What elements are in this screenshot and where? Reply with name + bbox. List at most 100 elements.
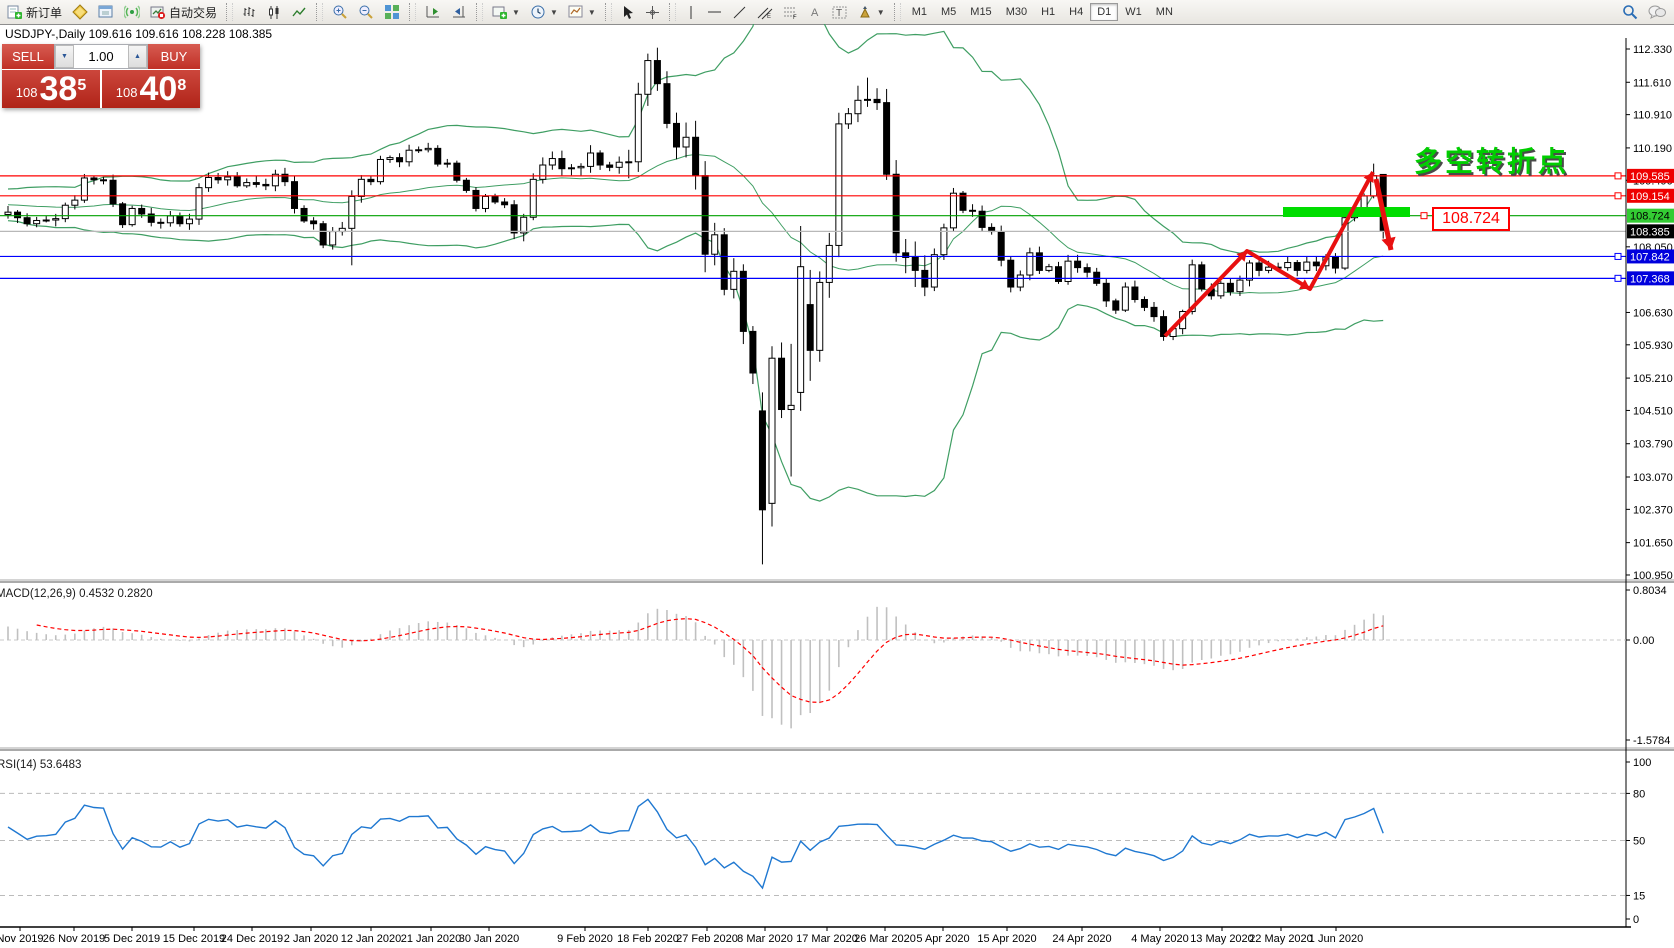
candlestick-icon: [269, 5, 279, 19]
fibonacci-button[interactable]: F: [778, 2, 804, 23]
date-label[interactable]: 15 Dec 2019: [163, 933, 225, 945]
date-label[interactable]: 26 Nov 2019: [43, 933, 105, 945]
date-label[interactable]: 8 Mar 2020: [737, 933, 793, 945]
candle-body: [482, 195, 489, 209]
timeframe-MN[interactable]: MN: [1155, 6, 1173, 18]
new-order-button[interactable]: 新订单: [2, 1, 67, 24]
buy-price-display[interactable]: 108 40 8: [102, 70, 200, 108]
data-window-button[interactable]: [93, 1, 119, 23]
arrow-head[interactable]: [1363, 172, 1374, 183]
trendline-button[interactable]: [727, 2, 752, 23]
market-watch-button[interactable]: [67, 1, 93, 23]
level-price-label[interactable]: 108.724: [1432, 207, 1510, 231]
date-label[interactable]: 15 Apr 2020: [977, 933, 1036, 945]
autoscroll-icon: [426, 6, 440, 18]
autotrading-button[interactable]: 自动交易: [145, 1, 222, 24]
horizontal-line-button[interactable]: [702, 3, 727, 21]
timeframe-D1[interactable]: D1: [1090, 3, 1119, 21]
price-badge-label: 108.385: [1630, 226, 1670, 238]
date-label[interactable]: 30 Jan 2020: [459, 933, 520, 945]
price-badge[interactable]: [1627, 168, 1674, 183]
date-label[interactable]: 2 Jan 2020: [284, 933, 338, 945]
bollinger-upper-band: [7, 24, 1384, 254]
trend-zigzag[interactable]: [1163, 171, 1375, 338]
date-label[interactable]: 12 Jan 2020: [341, 933, 402, 945]
date-label[interactable]: 21 Jan 2020: [401, 933, 462, 945]
toolbar-separator: [604, 3, 612, 21]
price-badge[interactable]: [1627, 188, 1674, 203]
arrow-head[interactable]: [1236, 251, 1247, 262]
date-label[interactable]: 9 Feb 2020: [557, 933, 613, 945]
projection-arrow[interactable]: [1373, 178, 1394, 251]
date-label[interactable]: 24 Dec 2019: [221, 933, 283, 945]
date-label[interactable]: 5 Dec 2019: [104, 933, 160, 945]
crosshair-button[interactable]: [640, 2, 665, 23]
chart-canvas[interactable]: 112.330111.610110.910110.190109.490108.0…: [0, 24, 1674, 948]
date-label[interactable]: 22 May 2020: [1249, 933, 1313, 945]
date-label[interactable]: 27 Feb 2020: [676, 933, 738, 945]
bar-chart-button[interactable]: [237, 2, 262, 23]
date-label[interactable]: 26 Mar 2020: [854, 933, 916, 945]
chat-icon[interactable]: [1648, 4, 1666, 20]
channel-button[interactable]: E: [752, 2, 778, 23]
chart-shift-button[interactable]: [446, 1, 472, 23]
timeframe-H1[interactable]: H1: [1041, 6, 1056, 18]
price-tick-label: 106.630: [1633, 307, 1673, 319]
candle-body: [1131, 286, 1139, 301]
zoom-in-button[interactable]: [327, 1, 353, 23]
sell-price-display[interactable]: 108 38 5: [2, 70, 100, 108]
price-badge[interactable]: [1627, 208, 1674, 223]
timeframe-M15[interactable]: M15: [970, 6, 992, 18]
cursor-button[interactable]: [616, 2, 640, 23]
date-label[interactable]: 1 Jun 2020: [1309, 933, 1363, 945]
autoscroll-button[interactable]: [420, 1, 446, 23]
date-label[interactable]: 24 Apr 2020: [1052, 933, 1111, 945]
search-icon[interactable]: [1622, 4, 1638, 20]
candle-body: [157, 221, 165, 224]
candle-body: [205, 176, 213, 189]
candlestick-button[interactable]: [262, 2, 287, 23]
timeframe-H4[interactable]: H4: [1069, 6, 1084, 18]
hline-handle[interactable]: [1614, 192, 1622, 200]
bar-chart-icon: [243, 6, 255, 17]
volume-decrease-button[interactable]: ▼: [55, 45, 74, 68]
hline-handle[interactable]: [1614, 172, 1622, 180]
tile-windows-button[interactable]: [379, 1, 405, 23]
text-button[interactable]: A: [804, 2, 827, 22]
date-label[interactable]: 5 Apr 2020: [916, 933, 969, 945]
signals-button[interactable]: [119, 1, 145, 23]
timeframe-M5[interactable]: M5: [941, 6, 957, 18]
date-label[interactable]: 13 May 2020: [1190, 933, 1254, 945]
date-label[interactable]: Nov 2019: [0, 933, 44, 945]
hline-handle[interactable]: [1614, 274, 1622, 282]
periods-dropdown[interactable]: ▼: [525, 1, 563, 23]
date-label[interactable]: 4 May 2020: [1131, 933, 1188, 945]
price-badge[interactable]: [1627, 271, 1674, 286]
templates-dropdown[interactable]: ▼: [563, 1, 601, 23]
arrow-head[interactable]: [1381, 236, 1396, 250]
hline-handle[interactable]: [1420, 212, 1428, 220]
support-zone-rect[interactable]: [1283, 207, 1410, 217]
candle-body: [491, 195, 499, 203]
line-chart-button[interactable]: [287, 2, 312, 23]
hline-handle[interactable]: [1614, 252, 1622, 260]
arrows-dropdown[interactable]: ▼: [853, 2, 890, 23]
timeframe-M1[interactable]: M1: [911, 6, 927, 18]
zoom-out-button[interactable]: [353, 1, 379, 23]
turning-point-annotation[interactable]: 多空转折点: [1414, 146, 1570, 177]
volume-input[interactable]: [74, 45, 128, 68]
buy-button[interactable]: BUY: [148, 44, 200, 69]
price-badge[interactable]: [1627, 249, 1674, 264]
text-label-button[interactable]: T: [827, 2, 853, 23]
sell-button[interactable]: SELL: [2, 44, 54, 69]
new-chart-dropdown[interactable]: ▼: [487, 1, 525, 23]
timeframe-M30[interactable]: M30: [1005, 6, 1028, 18]
timeframe-toolbar: M1 M5 M15 M30 H1 H4 D1 W1 MN: [903, 0, 1182, 24]
timeframe-W1[interactable]: W1: [1125, 6, 1142, 18]
date-label[interactable]: 18 Feb 2020: [617, 933, 679, 945]
vertical-line-button[interactable]: [680, 2, 702, 23]
date-label[interactable]: 17 Mar 2020: [796, 933, 858, 945]
arrow-head[interactable]: [1299, 279, 1310, 289]
price-badge[interactable]: [1627, 224, 1674, 239]
volume-increase-button[interactable]: ▲: [128, 45, 147, 68]
